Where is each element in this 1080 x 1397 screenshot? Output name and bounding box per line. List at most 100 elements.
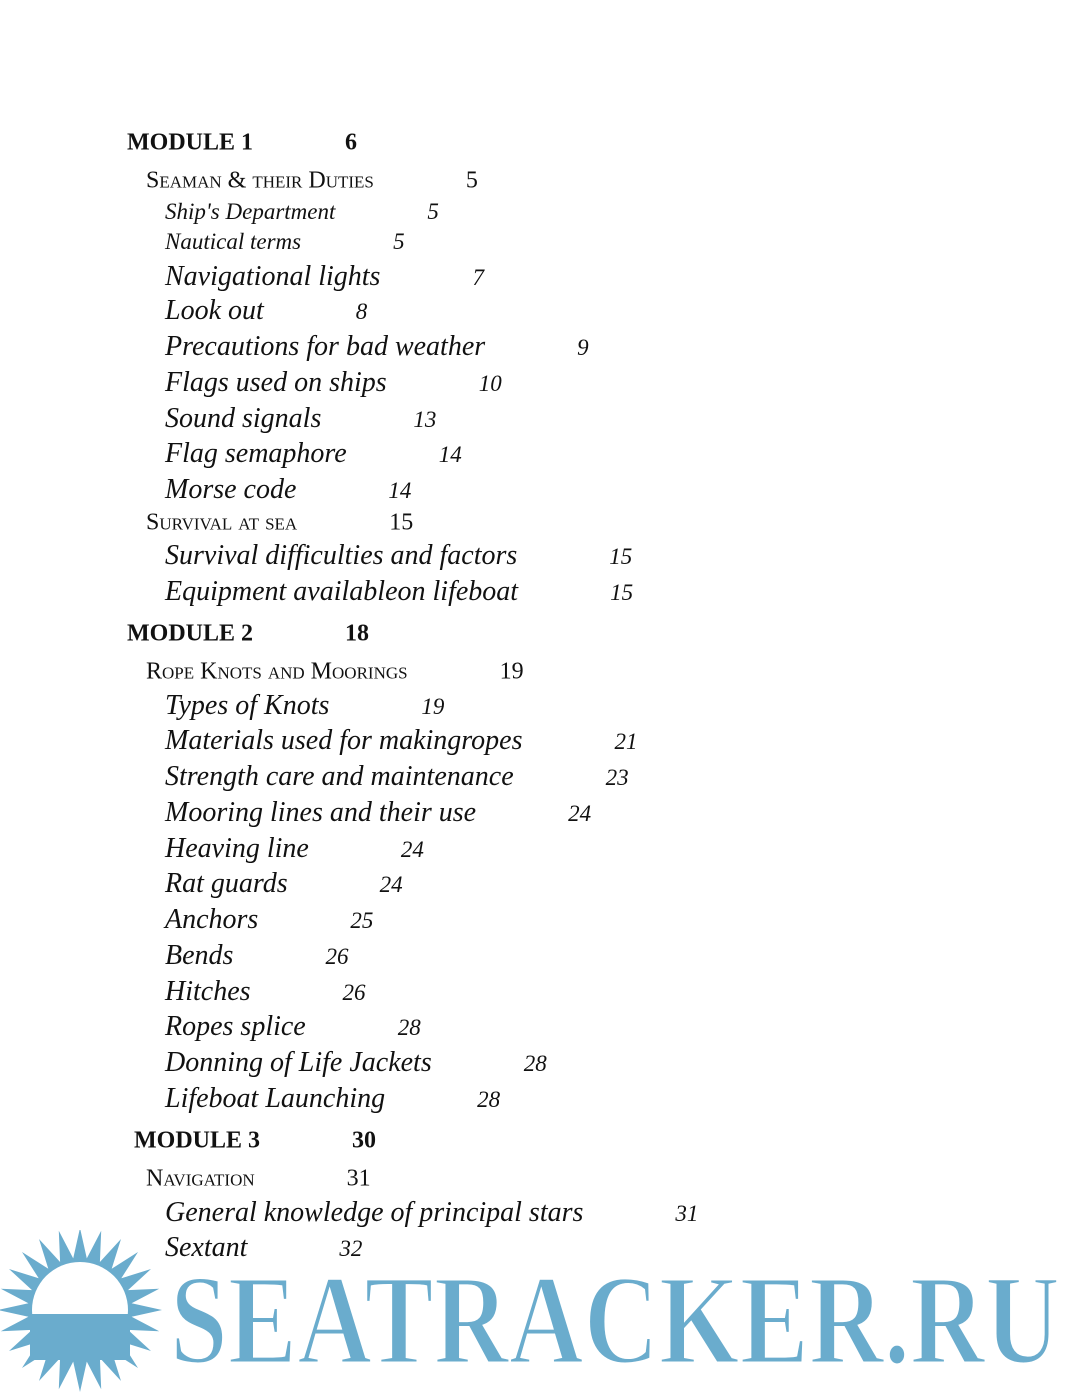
entry-page: 23 (605, 765, 629, 790)
entry-title: Navigational lights (165, 261, 381, 292)
entry: Flag semaphore 14 (165, 438, 462, 470)
module: MODULE 2 18 (127, 621, 369, 648)
entry: Nautical terms 5 (165, 229, 405, 255)
section-page: 5 (465, 167, 478, 194)
section: Seaman & their Duties 5 (146, 168, 478, 195)
entry-title: Anchors (165, 904, 259, 935)
entry-page: 15 (610, 580, 634, 605)
entry: Sextant 32 (165, 1232, 362, 1264)
entry-title: Donning of Life Jackets (165, 1047, 432, 1078)
entry-title: Sextant (165, 1232, 248, 1263)
entry-page: 9 (577, 335, 589, 360)
entry-title: Hitches (165, 976, 251, 1007)
entry: Mooring lines and their use 24 (165, 797, 591, 829)
logo-text: SEATRACKER.RU (170, 1249, 1060, 1391)
entry: Precautions for bad weather 9 (165, 331, 589, 363)
entry-title: General knowledge of principal stars (165, 1197, 584, 1228)
entry-title: Look out (165, 295, 264, 326)
module-page: 30 (352, 1127, 376, 1154)
entry-page: 28 (397, 1015, 421, 1040)
entry-title: Survival difficulties and factors (165, 540, 518, 571)
module-title: MODULE 1 (127, 129, 253, 156)
entry: Strength care and maintenance 23 (165, 761, 629, 793)
entry: Rat guards 24 (165, 868, 403, 900)
entry-page: 14 (438, 442, 462, 467)
entry-page: 15 (609, 544, 633, 569)
module-title: MODULE 2 (127, 620, 253, 647)
entry-page: 28 (523, 1051, 547, 1076)
entry-title: Types of Knots (165, 690, 330, 721)
entry-title: Morse code (165, 474, 297, 505)
module-title: MODULE 3 (134, 1127, 260, 1154)
entry: Ship's Department 5 (165, 199, 439, 225)
sun-icon (0, 1230, 162, 1392)
entry-title: Mooring lines and their use (165, 797, 477, 828)
entry-title: Ropes splice (165, 1011, 306, 1042)
section-title: Navigation (146, 1165, 255, 1192)
module-page: 18 (345, 620, 369, 647)
entry-page: 21 (614, 729, 638, 754)
section-title: Survival at sea (146, 509, 298, 536)
section: Navigation 31 (146, 1166, 371, 1193)
section-page: 15 (389, 509, 414, 536)
entry: Flags used on ships 10 (165, 367, 502, 399)
entry: Hitches 26 (165, 976, 366, 1008)
entry-page: 24 (379, 872, 403, 897)
entry-title: Flag semaphore (165, 438, 347, 469)
section: Survival at sea 15 (146, 510, 413, 537)
entry-page: 5 (427, 199, 439, 224)
entry-title: Lifeboat Launching (165, 1083, 386, 1114)
entry: Types of Knots 19 (165, 690, 444, 722)
entry: Lifeboat Launching 28 (165, 1083, 500, 1115)
entry: Bends 26 (165, 940, 348, 972)
entry-page: 10 (478, 371, 502, 396)
entry-title: Heaving line (165, 833, 309, 864)
entry-title: Sound signals (165, 403, 322, 434)
entry: Equipment availableon lifeboat 15 (165, 576, 633, 608)
entry: Morse code 14 (165, 474, 411, 506)
entry-page: 26 (342, 980, 366, 1005)
section-title: Seaman & their Duties (146, 167, 374, 194)
logo: SEATRACKER.RU (0, 1230, 1062, 1393)
entry: Survival difficulties and factors 15 (165, 540, 632, 572)
section-page: 19 (499, 658, 524, 685)
entry-page: 24 (400, 837, 424, 862)
entry: Materials used for makingropes 21 (165, 725, 638, 757)
entry-title: Strength care and maintenance (165, 761, 514, 792)
entry-title: Materials used for makingropes (165, 725, 523, 756)
section-title: Rope Knots and Moorings (146, 658, 408, 685)
entry-title: Ship's Department (165, 199, 336, 224)
entry: Look out 8 (165, 295, 367, 327)
entry: Donning of Life Jackets 28 (165, 1047, 547, 1079)
sun-part (30, 1314, 130, 1360)
entry: Sound signals 13 (165, 403, 436, 435)
section-page: 31 (346, 1165, 371, 1192)
module: MODULE 3 30 (134, 1128, 376, 1155)
entry-title: Nautical terms (165, 229, 302, 254)
module: MODULE 1 6 (127, 130, 357, 157)
section: Rope Knots and Moorings 19 (146, 659, 524, 686)
entry-page: 25 (350, 908, 374, 933)
entry: Anchors 25 (165, 904, 373, 936)
entry-title: Equipment availableon lifeboat (165, 576, 519, 607)
entry-page: 32 (339, 1236, 363, 1261)
entry-page: 7 (472, 265, 484, 290)
entry-page: 24 (568, 801, 592, 826)
entry-title: Bends (165, 940, 234, 971)
entry: Navigational lights 7 (165, 261, 484, 293)
entry-title: Rat guards (165, 868, 288, 899)
entry: General knowledge of principal stars 31 (165, 1197, 698, 1229)
entry-page: 13 (413, 407, 437, 432)
entry-page: 28 (477, 1087, 501, 1112)
entry-page: 26 (325, 944, 349, 969)
module-page: 6 (345, 129, 357, 156)
entry-page: 31 (675, 1201, 699, 1226)
entry-title: Precautions for bad weather (165, 331, 486, 362)
entry-page: 5 (393, 229, 405, 254)
entry: Ropes splice 28 (165, 1011, 421, 1043)
entry: Heaving line 24 (165, 833, 424, 865)
entry-page: 14 (388, 478, 412, 503)
entry-page: 19 (421, 694, 445, 719)
entry-title: Flags used on ships (165, 367, 387, 398)
